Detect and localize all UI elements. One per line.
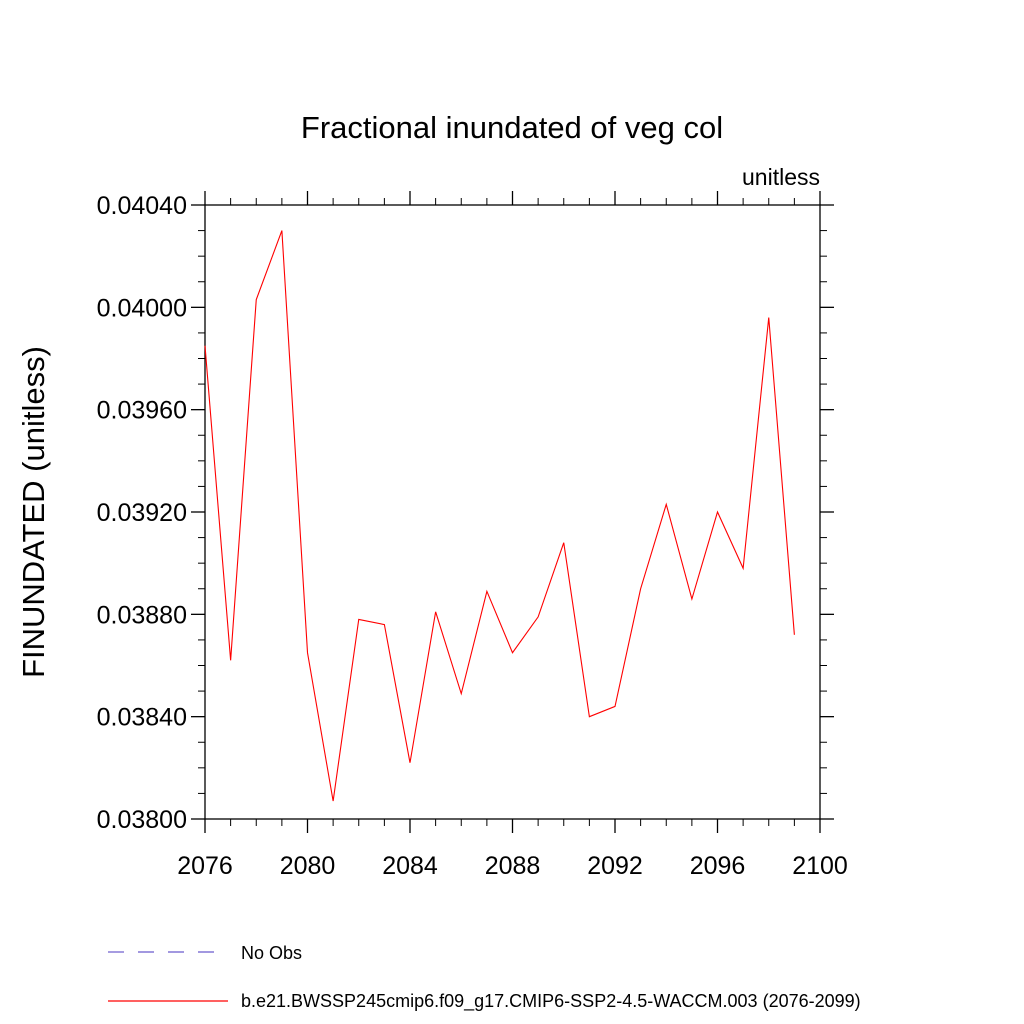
x-tick-label: 2088 (485, 852, 541, 880)
series-line (204, 230, 795, 802)
units-label: unitless (742, 164, 820, 190)
minor-ticks (198, 198, 827, 826)
y-tick-label: 0.03800 (97, 806, 187, 834)
y-tick-label: 0.03880 (97, 601, 187, 629)
major-ticks (191, 191, 834, 833)
y-tick-labels: 0.03800 0.03840 0.03880 0.03920 0.03960 0.040… (97, 192, 187, 834)
y-tick-label: 0.04040 (97, 192, 187, 220)
x-tick-label: 2096 (690, 852, 746, 880)
legend: No Obs b.e21.BWSSP245cmip6.f09_g17.CMIP6… (108, 943, 861, 1012)
x-tick-label: 2084 (382, 852, 438, 880)
legend-series-label: b.e21.BWSSP245cmip6.f09_g17.CMIP6-SSP2-4… (241, 991, 861, 1012)
x-tick-label: 2092 (587, 852, 643, 880)
x-tick-label: 2076 (177, 852, 233, 880)
series-group (204, 230, 795, 802)
y-axis-label: FINUNDATED (unitless) (16, 346, 51, 678)
y-tick-label: 0.03920 (97, 499, 187, 527)
chart-title: Fractional inundated of veg col (301, 110, 723, 145)
x-tick-label: 2080 (280, 852, 336, 880)
x-tick-label: 2100 (792, 852, 848, 880)
legend-obs-label: No Obs (241, 943, 302, 963)
plot-frame (204, 204, 821, 820)
x-tick-labels: 2076 2080 2084 2088 2092 2096 2100 (177, 852, 848, 880)
y-tick-label: 0.03840 (97, 704, 187, 732)
y-tick-label: 0.04000 (97, 294, 187, 322)
y-tick-label: 0.03960 (97, 397, 187, 425)
